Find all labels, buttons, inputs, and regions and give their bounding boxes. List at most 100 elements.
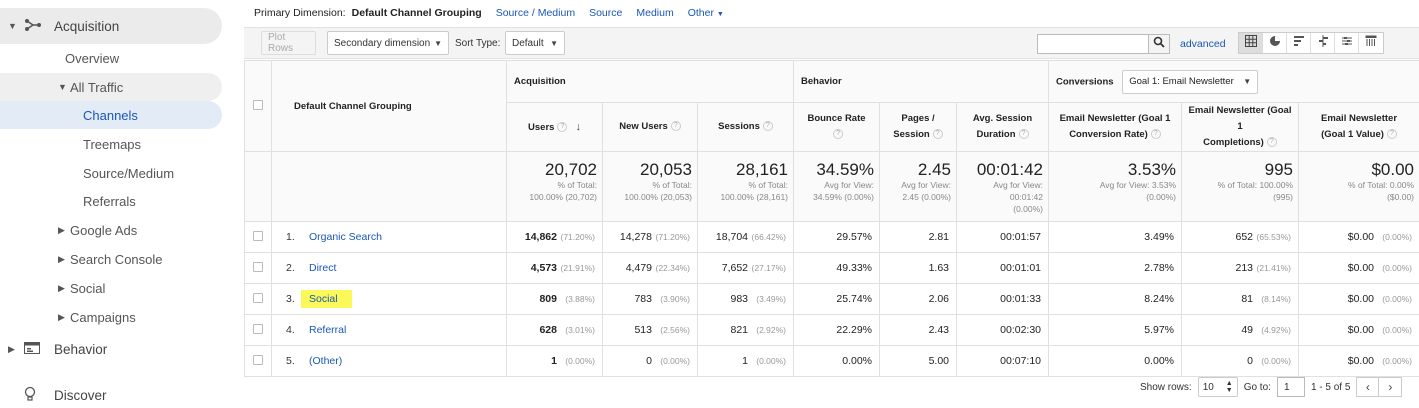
pages-session-cell: 1.63 (879, 252, 958, 284)
avg-session-column-header[interactable]: Avg. Session Duration? (956, 102, 1050, 152)
channel-link-highlighted[interactable]: Social (301, 290, 352, 308)
dimension-link-source[interactable]: Source (589, 7, 623, 19)
channel-link[interactable]: Direct (309, 262, 337, 274)
goal-select-dropdown[interactable]: Goal 1: Email Newsletter ▼ (1122, 69, 1259, 94)
help-icon[interactable]: ? (1386, 129, 1397, 140)
sidebar-item-overview[interactable]: Overview (65, 44, 119, 72)
bounce-rate-cell: 25.74% (793, 283, 881, 315)
primary-dimension-label: Primary Dimension: (254, 7, 346, 19)
sidebar-item-treemaps[interactable]: Treemaps (83, 130, 141, 158)
new-users-column-header[interactable]: New Users? (602, 102, 698, 152)
row-checkbox[interactable] (253, 323, 263, 334)
sidebar-item-social[interactable]: ▶ Social (58, 274, 105, 302)
cell-value: 1 (742, 355, 749, 367)
sidebar-item-behavior[interactable]: ▶ Behavior (8, 335, 107, 363)
sessions-cell: 821 (2.92%) (696, 314, 795, 346)
plot-rows-button[interactable]: Plot Rows (261, 31, 316, 55)
users-column-header[interactable]: Users? ↓ (506, 102, 603, 152)
help-icon[interactable]: ? (557, 121, 568, 132)
bounce-rate-column-header[interactable]: Bounce Rate? (793, 102, 881, 152)
sidebar-item-search-console[interactable]: ▶ Search Console (58, 245, 163, 273)
page-range: 1 - 5 of 5 (1310, 381, 1351, 393)
column-label: Sessions (718, 121, 760, 132)
sidebar: ▼ Acquisition Overview ▼ All Traffic Cha… (0, 0, 243, 408)
dropdown-label: Secondary dimension (334, 37, 431, 49)
sort-type-dropdown[interactable]: Default ▼ (505, 31, 565, 55)
column-label: Conversion Rate) (1069, 129, 1148, 140)
cell-value: 7,652 (721, 262, 749, 274)
total-note: % of Total: (748, 180, 789, 190)
search-icon (1153, 35, 1165, 53)
channel-cell: 2. Direct (271, 252, 507, 284)
sidebar-item-referrals[interactable]: Referrals (83, 187, 136, 215)
pages-session-column-header[interactable]: Pages / Session? (879, 102, 958, 152)
total-completions: 995 % of Total: 100.00% (995) (1181, 151, 1300, 222)
dimension-link-medium[interactable]: Medium (636, 7, 674, 19)
secondary-dimension-dropdown[interactable]: Secondary dimension ▼ (327, 31, 449, 55)
sidebar-item-discover[interactable]: Discover (24, 381, 107, 408)
table-row: 3. Social 809 (3.88%) 783 (3.90%) 983 (3.49%… (244, 283, 1419, 315)
channel-link[interactable]: (Other) (309, 355, 343, 367)
help-icon[interactable]: ? (1266, 137, 1277, 148)
completions-column-header[interactable]: Email Newsletter (Goal 1 Completions)? (1181, 102, 1300, 152)
show-rows-select[interactable]: 10 ▲ ▼ (1197, 377, 1238, 397)
cell-value: 783 (634, 293, 652, 305)
term-cloud-view-button[interactable] (1335, 33, 1359, 53)
goto-page-input[interactable]: 1 (1276, 377, 1305, 397)
help-icon[interactable]: ? (670, 121, 681, 132)
row-checkbox[interactable] (253, 261, 263, 272)
comparison-view-button[interactable] (1311, 33, 1335, 53)
pie-view-button[interactable] (1263, 33, 1287, 53)
select-all-checkbox[interactable] (253, 99, 263, 110)
cell-value: $0.00 (1347, 262, 1375, 274)
cell-percent: (0.00%) (1261, 356, 1292, 366)
search-button[interactable] (1148, 34, 1170, 54)
conversion-rate-cell: 8.24% (1048, 283, 1183, 315)
new-users-cell: 4,479 (22.34%) (602, 252, 698, 284)
table-search-input[interactable] (1037, 34, 1149, 54)
performance-view-button[interactable] (1287, 33, 1311, 53)
cell-percent: (8.14%) (1261, 294, 1292, 304)
help-icon[interactable]: ? (1150, 129, 1161, 140)
channel-link[interactable]: Referral (309, 324, 347, 336)
help-icon[interactable]: ? (762, 121, 773, 132)
cell-percent: (2.56%) (660, 325, 690, 335)
dimension-link-other[interactable]: Other ▼ (688, 7, 724, 19)
table-row: 1. Organic Search 14,862 (71.20%) 14,278 (7… (244, 221, 1419, 253)
row-checkbox[interactable] (253, 230, 263, 241)
row-checkbox[interactable] (253, 292, 263, 303)
sessions-cell: 18,704 (66.42%) (696, 221, 795, 253)
channel-cell: 4. Referral (271, 314, 507, 346)
data-table-view-button[interactable] (1239, 33, 1263, 53)
help-icon[interactable]: ? (833, 129, 844, 140)
row-checkbox[interactable] (253, 354, 263, 365)
totals-spacer (244, 151, 272, 222)
help-icon[interactable]: ? (1018, 129, 1029, 140)
total-note: 100.00% (20,053) (624, 192, 692, 202)
primary-dimension-bar: Primary Dimension: Default Channel Group… (254, 6, 724, 20)
total-users: 20,702 % of Total: 100.00% (20,702) (506, 151, 603, 222)
sidebar-item-source-medium[interactable]: Source/Medium (83, 159, 174, 187)
chevron-right-icon[interactable]: › (1388, 380, 1393, 394)
pivot-view-button[interactable] (1359, 33, 1383, 53)
sessions-column-header[interactable]: Sessions? (696, 102, 795, 152)
behavior-group-header: Behavior (793, 60, 1050, 103)
sidebar-item-acquisition[interactable]: ▼ Acquisition (8, 12, 119, 40)
chevron-left-icon[interactable]: ‹ (1357, 378, 1380, 396)
dimension-column-header[interactable]: Default Channel Grouping (271, 60, 507, 152)
sidebar-item-google-ads[interactable]: ▶ Google Ads (58, 216, 137, 244)
sidebar-item-label: Behavior (54, 341, 108, 357)
help-icon[interactable]: ? (932, 129, 943, 140)
goal-value-column-header[interactable]: Email Newsletter (Goal 1 Value)? (1298, 102, 1419, 152)
dimension-link-source-medium[interactable]: Source / Medium (495, 7, 576, 19)
cell-value: 628 (539, 324, 557, 336)
total-note: ($0.00) (1387, 192, 1415, 202)
advanced-filter-link[interactable]: advanced (1180, 38, 1226, 50)
sidebar-item-all-traffic[interactable]: ▼ All Traffic (58, 73, 123, 101)
sidebar-item-label: Source/Medium (83, 165, 175, 181)
channel-link[interactable]: Organic Search (309, 231, 382, 243)
sidebar-item-channels[interactable]: Channels (83, 101, 138, 129)
caret-right-icon: ▶ (58, 253, 65, 264)
sidebar-item-campaigns[interactable]: ▶ Campaigns (58, 303, 136, 331)
conversion-rate-column-header[interactable]: Email Newsletter (Goal 1 Conversion Rate)… (1048, 102, 1183, 152)
